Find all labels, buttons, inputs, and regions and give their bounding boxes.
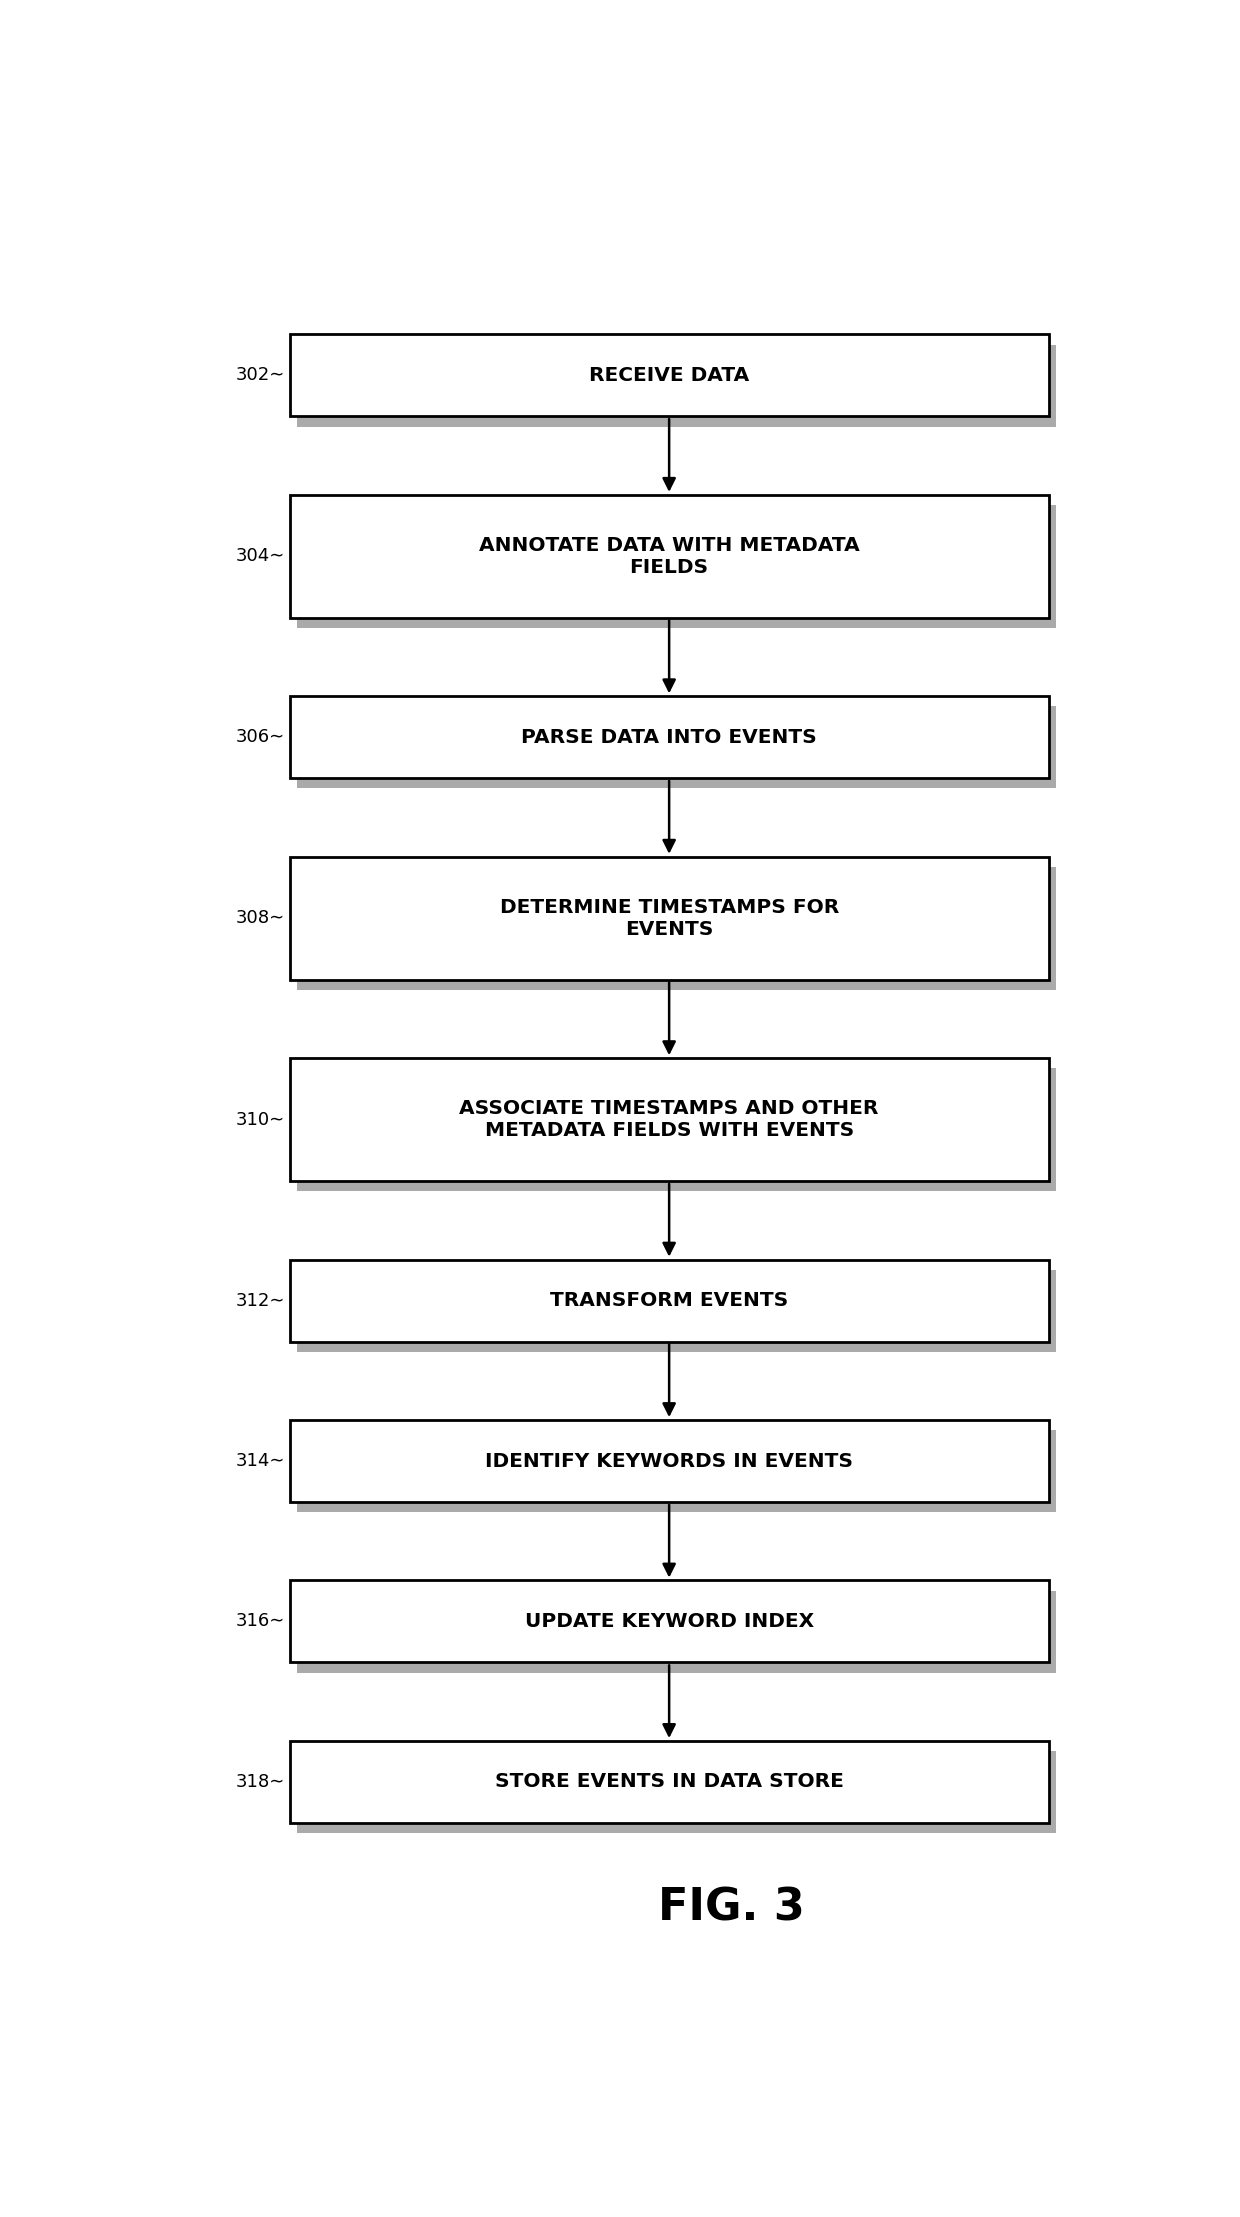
Text: PARSE DATA INTO EVENTS: PARSE DATA INTO EVENTS	[521, 727, 817, 747]
Text: DETERMINE TIMESTAMPS FOR
EVENTS: DETERMINE TIMESTAMPS FOR EVENTS	[500, 898, 838, 938]
Bar	[290, 1421, 1049, 1501]
Bar	[290, 696, 1049, 778]
Bar	[290, 1581, 1049, 1663]
Text: STORE EVENTS IN DATA STORE: STORE EVENTS IN DATA STORE	[495, 1771, 843, 1791]
Bar	[298, 1430, 1056, 1512]
Bar	[290, 1740, 1049, 1822]
Text: IDENTIFY KEYWORDS IN EVENTS: IDENTIFY KEYWORDS IN EVENTS	[485, 1452, 853, 1470]
Bar	[290, 856, 1049, 980]
Text: 312∼: 312∼	[236, 1293, 285, 1310]
Bar	[298, 1592, 1056, 1672]
Bar	[298, 344, 1056, 426]
Text: TRANSFORM EVENTS: TRANSFORM EVENTS	[551, 1290, 789, 1310]
Bar	[290, 494, 1049, 619]
Text: 314∼: 314∼	[236, 1452, 285, 1470]
Bar	[298, 1270, 1056, 1352]
Text: RECEIVE DATA: RECEIVE DATA	[589, 366, 749, 386]
Bar	[298, 707, 1056, 789]
Text: 304∼: 304∼	[236, 548, 285, 565]
Text: 308∼: 308∼	[236, 909, 285, 927]
Bar	[290, 1058, 1049, 1182]
Text: 310∼: 310∼	[236, 1111, 285, 1128]
Text: UPDATE KEYWORD INDEX: UPDATE KEYWORD INDEX	[525, 1612, 813, 1632]
Bar	[298, 1751, 1056, 1833]
Text: 306∼: 306∼	[236, 727, 285, 747]
Text: ASSOCIATE TIMESTAMPS AND OTHER
METADATA FIELDS WITH EVENTS: ASSOCIATE TIMESTAMPS AND OTHER METADATA …	[460, 1100, 879, 1140]
Bar	[298, 867, 1056, 989]
Text: 302∼: 302∼	[236, 366, 285, 384]
Bar	[290, 335, 1049, 417]
Text: FIG. 3: FIG. 3	[658, 1887, 805, 1929]
Bar	[290, 1259, 1049, 1341]
Text: ANNOTATE DATA WITH METADATA
FIELDS: ANNOTATE DATA WITH METADATA FIELDS	[479, 537, 859, 576]
Bar	[298, 1069, 1056, 1191]
Text: 316∼: 316∼	[236, 1612, 285, 1629]
Bar	[298, 505, 1056, 627]
Text: 318∼: 318∼	[236, 1774, 285, 1791]
